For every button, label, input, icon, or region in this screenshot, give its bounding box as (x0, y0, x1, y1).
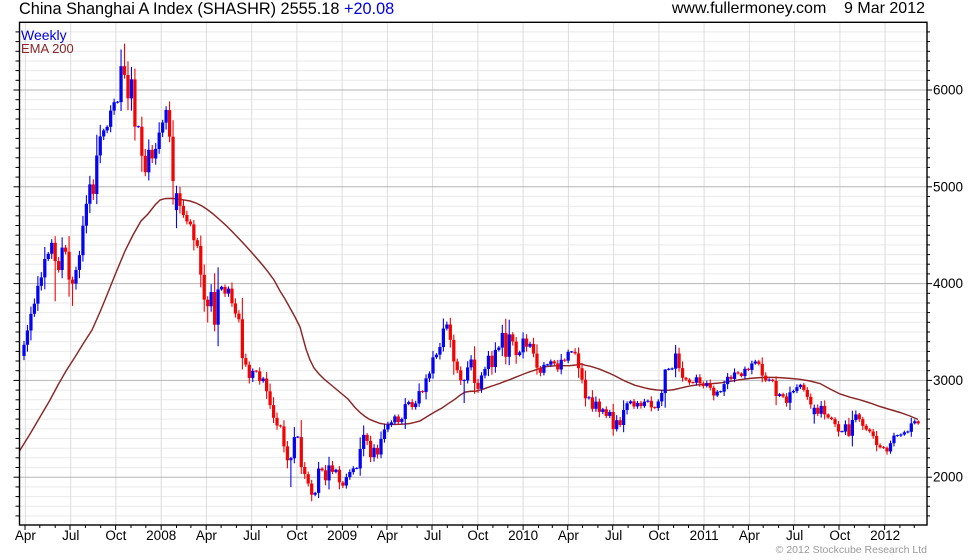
svg-text:5000: 5000 (933, 179, 963, 194)
svg-text:6000: 6000 (933, 83, 963, 98)
svg-text:Jul: Jul (243, 528, 260, 543)
svg-text:Jul: Jul (62, 528, 79, 543)
svg-text:2009: 2009 (327, 528, 357, 543)
svg-text:4000: 4000 (933, 276, 963, 291)
svg-text:Jul: Jul (424, 528, 441, 543)
svg-text:Oct: Oct (105, 528, 126, 543)
svg-text:Oct: Oct (286, 528, 307, 543)
svg-text:Oct: Oct (648, 528, 669, 543)
svg-text:Apr: Apr (377, 528, 399, 543)
svg-text:2012: 2012 (870, 528, 900, 543)
svg-text:2008: 2008 (146, 528, 176, 543)
svg-text:2000: 2000 (933, 470, 963, 485)
svg-text:2010: 2010 (508, 528, 538, 543)
svg-text:Jul: Jul (786, 528, 803, 543)
svg-text:Jul: Jul (605, 528, 622, 543)
svg-text:Apr: Apr (739, 528, 761, 543)
svg-text:3000: 3000 (933, 373, 963, 388)
svg-text:Apr: Apr (196, 528, 218, 543)
svg-text:Oct: Oct (829, 528, 850, 543)
svg-text:Apr: Apr (558, 528, 580, 543)
svg-text:Oct: Oct (467, 528, 488, 543)
svg-text:Apr: Apr (15, 528, 37, 543)
svg-text:2011: 2011 (690, 528, 719, 543)
